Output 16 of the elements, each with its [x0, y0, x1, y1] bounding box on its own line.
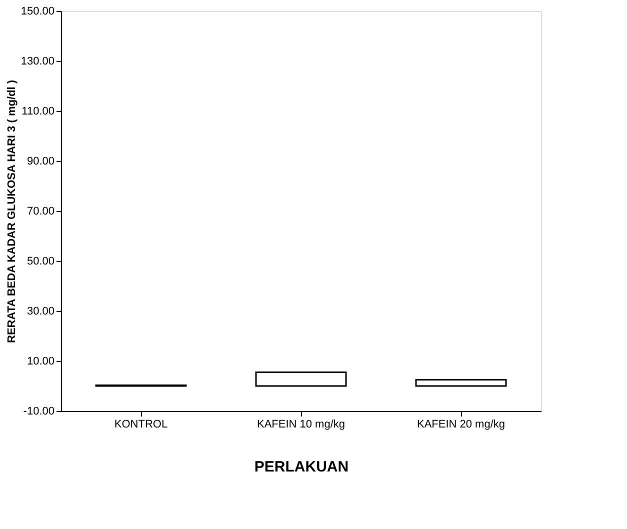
y-tick-label: 10.00 [26, 356, 54, 368]
bar [255, 372, 347, 387]
y-tick-label: 130.00 [20, 56, 54, 68]
x-tick-label: KONTROL [114, 418, 168, 430]
bar [415, 379, 507, 387]
y-tick-label: 150.00 [20, 6, 54, 18]
y-tick-label: 50.00 [26, 256, 54, 268]
x-tick-label: KAFEIN 20 mg/kg [416, 418, 506, 430]
x-axis-title: PERLAKUAN [254, 458, 349, 476]
y-tick-label: 110.00 [22, 106, 54, 118]
y-tick-label: 30.00 [26, 306, 54, 318]
y-tick-label: 70.00 [26, 206, 54, 218]
y-tick-label: -10.00 [23, 406, 54, 418]
x-tick-label: KAFEIN 10 mg/kg [256, 418, 346, 430]
y-axis-title: RERATA BEDA KADAR GLUKOSA HARI 3 ( mg/dl ) [6, 80, 18, 343]
y-tick-label: 90.00 [26, 156, 54, 168]
